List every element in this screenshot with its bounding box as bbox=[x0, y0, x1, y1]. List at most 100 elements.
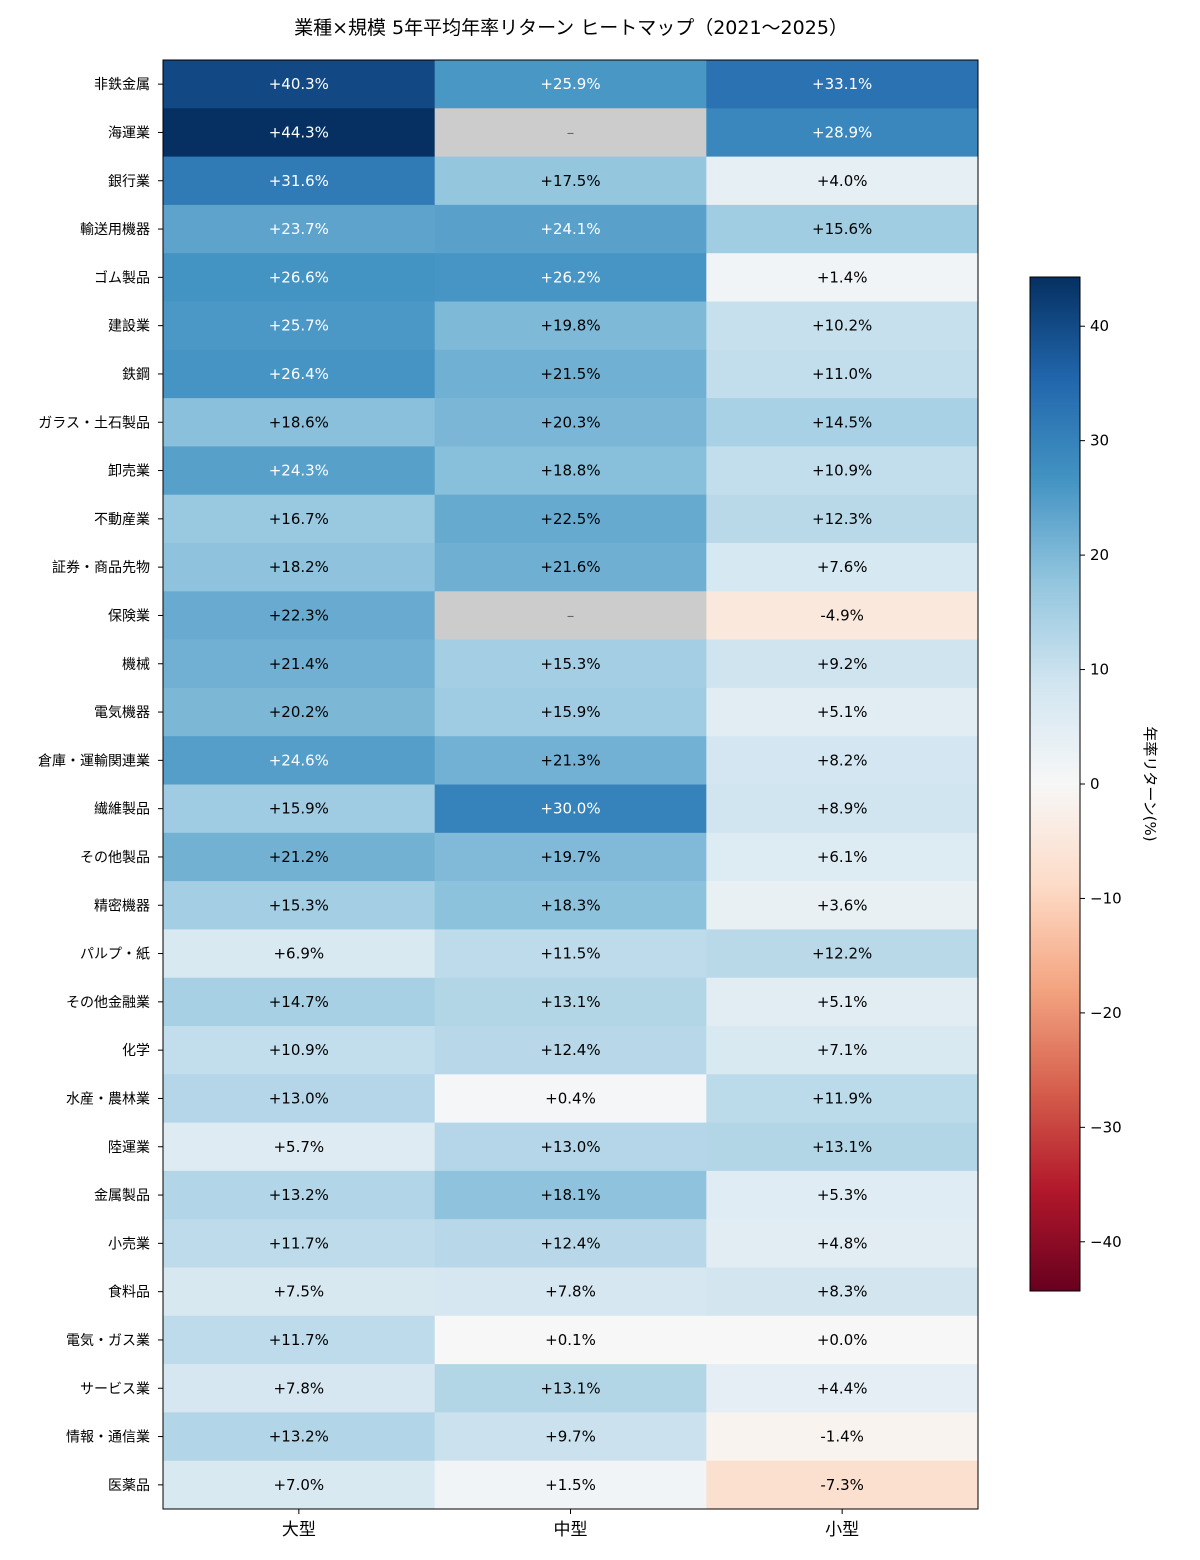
heatmap-cell bbox=[434, 446, 707, 496]
cell-value-label: +9.2% bbox=[817, 655, 868, 673]
cell-value-label: +24.3% bbox=[269, 462, 329, 480]
chart-title: 業種×規模 5年平均年率リターン ヒートマップ（2021〜2025） bbox=[294, 17, 848, 39]
heatmap-cell bbox=[706, 156, 979, 206]
cell-value-label: +30.0% bbox=[540, 800, 600, 818]
row-tick-label: 医薬品 bbox=[108, 1478, 150, 1494]
cell-value-label: +11.7% bbox=[269, 1234, 329, 1252]
cell-value-label: +28.9% bbox=[812, 123, 872, 141]
heatmap-cell bbox=[434, 687, 707, 737]
heatmap-cell bbox=[434, 736, 707, 785]
colorbar-tick-label: −10 bbox=[1090, 889, 1122, 907]
heatmap-cell bbox=[163, 881, 436, 930]
heatmap-cell bbox=[163, 543, 436, 592]
heatmap-cell bbox=[163, 591, 436, 641]
cell-value-label: +18.2% bbox=[269, 558, 329, 576]
heatmap-cell bbox=[706, 1364, 979, 1413]
row-tick-label: 機械 bbox=[122, 657, 150, 673]
heatmap-cell bbox=[706, 446, 979, 496]
cell-value-label: +16.7% bbox=[269, 510, 329, 528]
cell-value-label: – bbox=[567, 606, 575, 624]
heatmap-cell bbox=[163, 1122, 436, 1172]
cell-value-label: +13.0% bbox=[269, 1089, 329, 1107]
cell-value-label: +11.9% bbox=[812, 1089, 872, 1107]
heatmap-cell bbox=[434, 1026, 707, 1075]
heatmap-cell bbox=[706, 1219, 979, 1268]
heatmap-cell bbox=[434, 156, 707, 206]
row-tick-label: 卸売業 bbox=[108, 464, 150, 480]
cell-value-label: +15.9% bbox=[540, 703, 600, 721]
heatmap-cell bbox=[706, 1267, 979, 1317]
cell-value-label: +11.7% bbox=[269, 1331, 329, 1349]
heatmap-cell bbox=[434, 1219, 707, 1268]
heatmap-cell bbox=[706, 1122, 979, 1172]
cell-value-label: +20.3% bbox=[540, 413, 600, 431]
colorbar-tick-label: 40 bbox=[1090, 317, 1109, 335]
heatmap-cell bbox=[706, 1074, 979, 1124]
heatmap-cell bbox=[706, 1170, 979, 1220]
cell-value-label: +19.8% bbox=[540, 317, 600, 335]
heatmap-cell bbox=[706, 687, 979, 737]
heatmap-cell bbox=[163, 929, 436, 979]
cell-value-label: +7.1% bbox=[817, 1041, 868, 1059]
cell-value-label: +13.2% bbox=[269, 1186, 329, 1204]
cell-value-label: +6.1% bbox=[817, 848, 868, 866]
row-tick-label: 水産・農林業 bbox=[66, 1091, 150, 1107]
cell-value-label: +12.4% bbox=[540, 1234, 600, 1252]
heatmap-cell bbox=[706, 736, 979, 785]
cell-value-label: +0.1% bbox=[545, 1331, 596, 1349]
heatmap-cell bbox=[434, 1170, 707, 1220]
cell-value-label: +23.7% bbox=[269, 220, 329, 238]
row-tick-labels: 非鉄金属海運業銀行業輸送用機器ゴム製品建設業鉄鋼ガラス・土石製品卸売業不動産業証… bbox=[38, 77, 163, 1494]
heatmap-cell bbox=[434, 108, 707, 158]
heatmap-cell bbox=[434, 1460, 707, 1510]
heatmap-cell bbox=[706, 301, 979, 351]
colorbar-tick-label: −20 bbox=[1090, 1004, 1122, 1022]
cell-value-label: +20.2% bbox=[269, 703, 329, 721]
cell-value-label: +4.8% bbox=[817, 1234, 868, 1252]
heatmap-cell bbox=[434, 929, 707, 979]
cell-value-label: +21.2% bbox=[269, 848, 329, 866]
column-tick-labels: 大型 中型 小型 bbox=[282, 1509, 859, 1540]
cell-value-label: +24.6% bbox=[269, 751, 329, 769]
heatmap-cell bbox=[434, 60, 707, 109]
heatmap-cell bbox=[163, 1026, 436, 1075]
row-tick-label: 非鉄金属 bbox=[94, 77, 150, 93]
cell-value-label: +19.7% bbox=[540, 848, 600, 866]
heatmap-cell bbox=[434, 1364, 707, 1413]
cell-value-label: +18.1% bbox=[540, 1186, 600, 1204]
cell-value-label: +22.3% bbox=[269, 606, 329, 624]
heatmap-cell bbox=[163, 446, 436, 496]
cell-value-label: +13.2% bbox=[269, 1428, 329, 1446]
cell-value-label: +15.3% bbox=[269, 896, 329, 914]
row-tick-label: 証券・商品先物 bbox=[52, 560, 150, 576]
cell-value-label: +7.6% bbox=[817, 558, 868, 576]
cell-value-label: +40.3% bbox=[269, 75, 329, 93]
cell-value-label: +8.9% bbox=[817, 800, 868, 818]
cell-value-label: +7.8% bbox=[273, 1379, 324, 1397]
cell-value-label: +25.7% bbox=[269, 317, 329, 335]
heatmap-cell bbox=[163, 398, 436, 447]
row-tick-label: 金属製品 bbox=[94, 1188, 150, 1204]
heatmap-cell bbox=[706, 1460, 979, 1510]
colorbar-label: 年率リターン(%) bbox=[1141, 726, 1159, 841]
heatmap-cells bbox=[163, 60, 979, 1510]
heatmap-cell bbox=[706, 784, 979, 834]
heatmap-cell bbox=[163, 253, 436, 302]
row-tick-label: 食料品 bbox=[108, 1284, 150, 1301]
heatmap-cell bbox=[434, 204, 707, 254]
cell-value-label: +13.1% bbox=[540, 993, 600, 1011]
column-tick-label: 中型 bbox=[554, 1520, 588, 1540]
heatmap-cell bbox=[706, 60, 979, 109]
heatmap-cell bbox=[434, 639, 707, 689]
heatmap-cell bbox=[434, 977, 707, 1027]
plot-frame bbox=[162, 59, 979, 1510]
heatmap-cell bbox=[163, 1460, 436, 1510]
cell-value-label: +5.7% bbox=[273, 1138, 324, 1156]
heatmap-cell bbox=[434, 1267, 707, 1317]
heatmap-cell bbox=[706, 832, 979, 882]
colorbar-tick-label: −30 bbox=[1090, 1118, 1122, 1136]
heatmap-cell bbox=[163, 736, 436, 785]
row-tick-label: 電気・ガス業 bbox=[66, 1333, 150, 1349]
cell-value-label: +33.1% bbox=[812, 75, 872, 93]
heatmap-cell bbox=[706, 543, 979, 592]
